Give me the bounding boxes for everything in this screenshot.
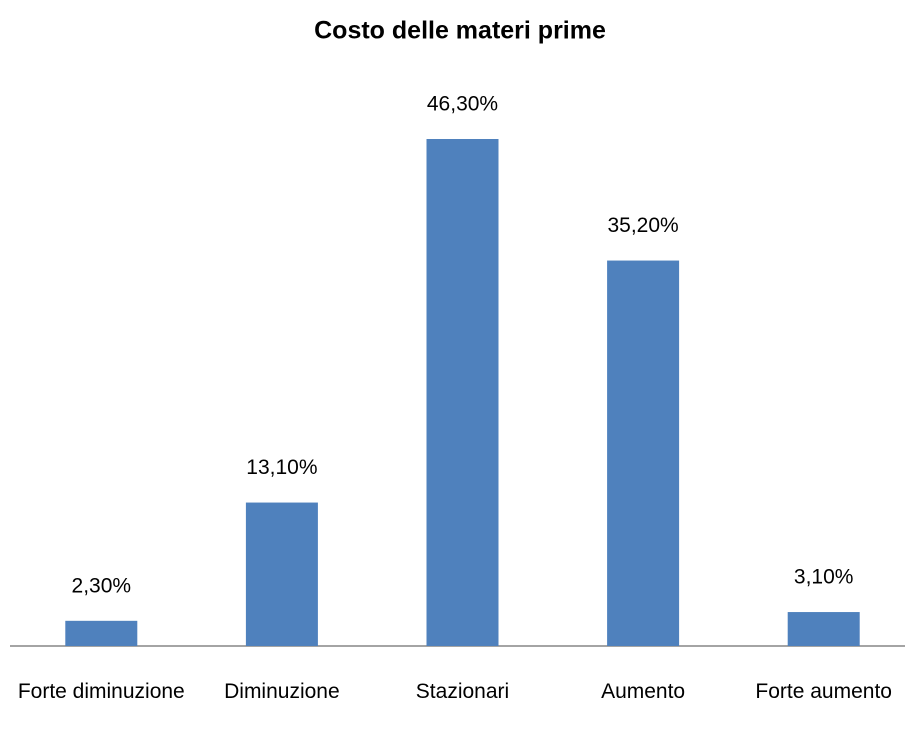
bar (65, 620, 138, 646)
x-tick-label: Stazionari (415, 680, 510, 703)
x-tick-label-box: Forte diminuzione (17, 680, 185, 703)
x-tick-label-box: Forte aumento (755, 680, 892, 703)
bar (607, 260, 680, 646)
x-tick-label: Diminuzione (224, 680, 340, 703)
chart-title: Costo delle materi prime (314, 17, 606, 45)
x-tick-label-box: Diminuzione (224, 680, 340, 703)
x-tick-label-box: Aumento (601, 680, 686, 703)
x-tick-label-box: Stazionari (415, 680, 510, 703)
value-label: 2,30% (72, 574, 132, 597)
bar (245, 502, 318, 646)
x-tick-label: Forte diminuzione (17, 680, 185, 703)
x-tick-label: Aumento (601, 680, 686, 703)
value-label: 13,10% (246, 456, 317, 479)
bar (787, 612, 860, 646)
bar (426, 139, 499, 646)
value-label: 3,10% (794, 566, 854, 589)
value-label: 35,20% (607, 214, 678, 237)
value-label: 46,30% (427, 93, 498, 116)
x-tick-label: Forte aumento (755, 680, 892, 703)
